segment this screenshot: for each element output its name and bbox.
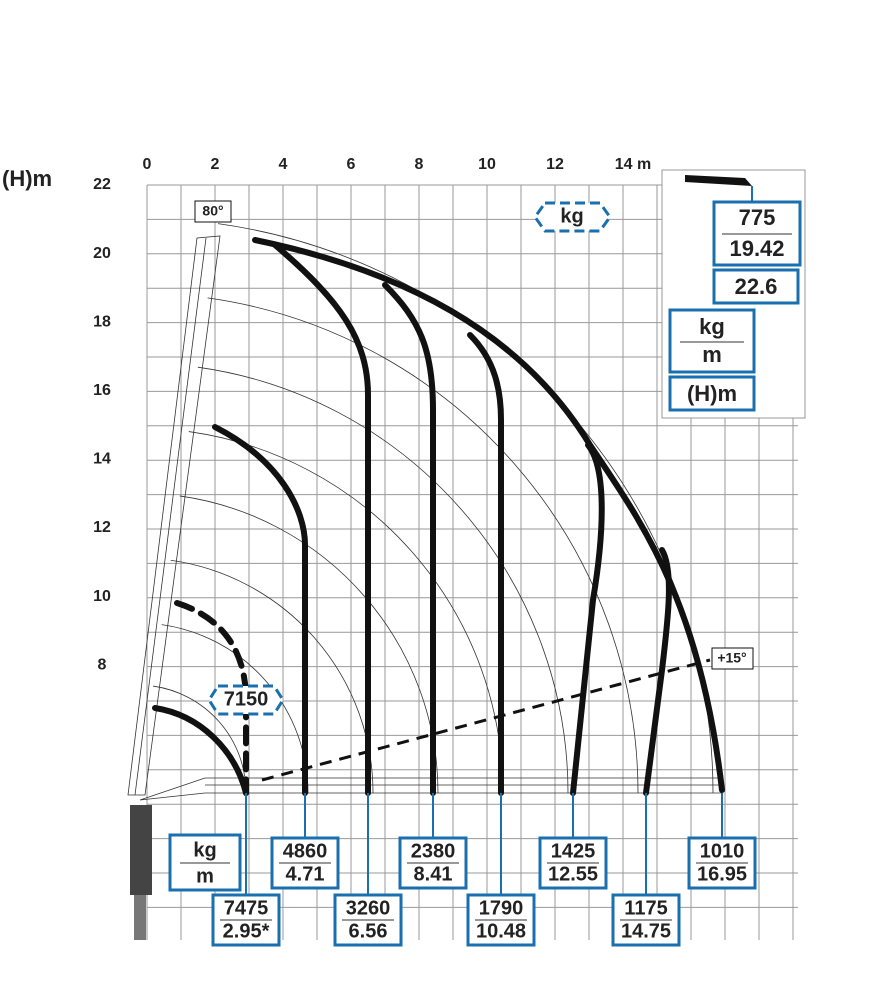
y-tick-label: 22 — [93, 176, 111, 193]
load-radius: 4.71 — [286, 863, 325, 885]
inset-unit-h-box — [668, 375, 756, 412]
unit-badge: kg — [560, 205, 583, 227]
x-tick-label: 4 — [279, 156, 288, 173]
radius-arc — [217, 223, 714, 794]
inset-unit-box — [668, 308, 756, 374]
y-tick-label: 20 — [93, 245, 111, 262]
load-curves — [152, 237, 725, 796]
unit-badge-frame — [533, 201, 612, 233]
y-tick-label: 8 — [98, 656, 107, 673]
radius-arc — [179, 495, 439, 794]
load-kg: 1790 — [479, 897, 524, 919]
x-tick-label: 2 — [211, 156, 220, 173]
boom-icon — [685, 175, 752, 186]
dashed-load: 7150 — [224, 688, 269, 710]
ticks: 0 2 4 6 8 10 12 14 m 22 20 18 16 14 12 10 8 — [93, 156, 651, 673]
crane-column — [130, 805, 152, 895]
radius-arc — [207, 297, 639, 794]
inset-m: 19.42 — [729, 236, 784, 261]
load-radius: 6.56 — [349, 920, 388, 942]
dashed-load-frame — [207, 684, 285, 716]
y-tick-label: 16 — [93, 382, 111, 399]
inset-unit-m: m — [702, 342, 722, 367]
load-kg: 1010 — [700, 840, 745, 862]
x-tick-label: 8 — [415, 156, 424, 173]
inset-kg: 775 — [739, 205, 776, 230]
legend-m: m — [196, 865, 214, 887]
x-tick-label: 6 — [347, 156, 356, 173]
inset-height: 22.6 — [735, 274, 778, 299]
angle-box — [194, 200, 232, 223]
load-kg: 7475 — [224, 897, 269, 919]
radius-arc — [188, 431, 504, 794]
radius-arc — [152, 685, 247, 794]
y-tick-label: 18 — [93, 313, 111, 330]
load-radius: 2.95* — [223, 920, 270, 942]
load-kg: 1175 — [624, 897, 667, 919]
x-tick-label: 0 — [143, 156, 152, 173]
boom-angle: 80° — [202, 203, 223, 219]
load-radius: 8.41 — [414, 863, 453, 885]
jib-angle: +15° — [717, 650, 746, 666]
x-tick-label: 14 m — [615, 156, 651, 173]
legend-kg: kg — [193, 839, 216, 861]
load-radius: 12.55 — [548, 863, 598, 885]
load-kg: 2380 — [411, 840, 456, 862]
load-radius: 10.48 — [476, 920, 526, 942]
jib-angle-box — [711, 647, 754, 670]
y-tick-label: 12 — [93, 519, 111, 536]
inset-unit-h: (H)m — [687, 381, 737, 406]
inset-height-box — [712, 268, 800, 305]
y-tick-label: 10 — [93, 588, 111, 605]
crane-leg — [134, 895, 146, 940]
y-tick-label: 14 — [93, 451, 111, 468]
load-kg: 4860 — [283, 840, 328, 862]
inset-unit-kg: kg — [699, 314, 725, 339]
load-radius: 14.75 — [621, 920, 671, 942]
x-tick-label: 10 — [478, 156, 496, 173]
crane-drawing — [127, 235, 723, 940]
y-axis-label: (H)m — [2, 166, 52, 191]
radius-arc — [197, 366, 569, 794]
load-radius: 16.95 — [697, 863, 747, 885]
x-tick-label: 12 — [546, 156, 564, 173]
load-kg: 1425 — [551, 840, 596, 862]
load-kg: 3260 — [346, 897, 391, 919]
